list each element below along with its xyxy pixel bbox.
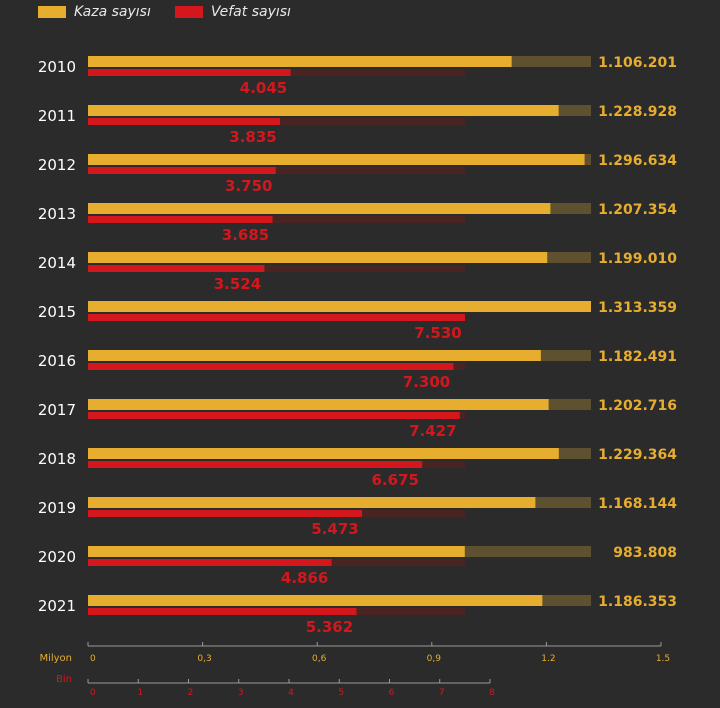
kaza-value-label: 1.186.353 xyxy=(598,594,677,610)
kaza-bar xyxy=(88,154,585,165)
vefat-bar xyxy=(88,461,423,468)
year-label: 2017 xyxy=(38,401,76,419)
vefat-bar xyxy=(88,608,357,615)
year-label: 2011 xyxy=(38,107,76,125)
kaza-bar xyxy=(88,448,559,459)
kaza-value-label: 1.168.144 xyxy=(598,496,677,512)
kaza-value-label: 1.199.010 xyxy=(598,251,677,267)
kaza-bar xyxy=(88,399,549,410)
kaza-bar xyxy=(88,350,541,361)
milyon-axis-label: Milyon xyxy=(39,653,72,664)
vefat-bar xyxy=(88,510,363,517)
vefat-bar xyxy=(88,69,291,76)
kaza-bar xyxy=(88,203,551,214)
vefat-track xyxy=(88,216,465,223)
milyon-tick-label: 1.2 xyxy=(541,654,555,664)
legend-label-vefat: Vefat sayısı xyxy=(210,4,291,20)
legend-swatch-kaza xyxy=(38,6,66,18)
vefat-bar xyxy=(88,167,276,174)
legend-label-kaza: Kaza sayısı xyxy=(74,4,151,20)
kaza-bar xyxy=(88,252,548,263)
year-label: 2014 xyxy=(38,254,76,272)
vefat-value-label: 4.045 xyxy=(240,79,287,97)
vefat-value-label: 3.750 xyxy=(225,177,272,195)
bin-tick-label: 5 xyxy=(338,688,344,698)
bin-tick-label: 1 xyxy=(137,688,143,698)
kaza-value-label: 983.808 xyxy=(613,545,677,561)
milyon-tick-label: 0,6 xyxy=(312,654,327,664)
year-label: 2013 xyxy=(38,205,76,223)
vefat-value-label: 4.866 xyxy=(281,569,328,587)
bin-axis-label: Bin xyxy=(56,674,72,685)
year-label: 2012 xyxy=(38,156,76,174)
year-label: 2015 xyxy=(38,303,76,321)
kaza-bar xyxy=(88,105,559,116)
bin-tick-label: 8 xyxy=(489,688,495,698)
year-label: 2010 xyxy=(38,58,76,76)
kaza-bar xyxy=(88,546,465,557)
bin-tick-label: 3 xyxy=(238,688,244,698)
vefat-value-label: 3.524 xyxy=(214,275,261,293)
vefat-value-label: 7.530 xyxy=(414,324,461,342)
bin-tick-label: 0 xyxy=(90,688,96,698)
year-label: 2019 xyxy=(38,499,76,517)
legend-item-kaza: Kaza sayısı xyxy=(38,4,151,20)
vefat-bar xyxy=(88,118,281,125)
milyon-tick-label: 1.5 xyxy=(656,654,670,664)
kaza-value-label: 1.182.491 xyxy=(598,349,677,365)
vefat-bar xyxy=(88,216,273,223)
vefat-value-label: 7.300 xyxy=(403,373,450,391)
kaza-value-label: 1.228.928 xyxy=(598,104,677,120)
vefat-value-label: 6.675 xyxy=(371,471,418,489)
vefat-bar xyxy=(88,559,332,566)
kaza-value-label: 1.296.634 xyxy=(598,153,677,169)
vefat-value-label: 3.835 xyxy=(229,128,276,146)
kaza-value-label: 1.229.364 xyxy=(598,447,677,463)
kaza-bar xyxy=(88,56,512,67)
year-label: 2018 xyxy=(38,450,76,468)
vefat-value-label: 5.473 xyxy=(311,520,358,538)
kaza-value-label: 1.207.354 xyxy=(598,202,677,218)
year-label: 2020 xyxy=(38,548,76,566)
bin-tick-label: 6 xyxy=(389,688,395,698)
kaza-value-label: 1.106.201 xyxy=(598,55,677,71)
vefat-bar xyxy=(88,363,454,370)
vefat-value-label: 3.685 xyxy=(222,226,269,244)
vefat-bar xyxy=(88,265,265,272)
milyon-tick-label: 0,3 xyxy=(197,654,211,664)
bin-tick-label: 4 xyxy=(288,688,294,698)
vefat-value-label: 5.362 xyxy=(306,618,353,636)
year-label: 2016 xyxy=(38,352,76,370)
kaza-bar xyxy=(88,497,536,508)
vefat-bar xyxy=(88,314,465,321)
kaza-bar xyxy=(88,595,543,606)
vefat-track xyxy=(88,265,465,272)
kaza-value-label: 1.202.716 xyxy=(598,398,677,414)
vefat-track xyxy=(88,167,465,174)
kaza-bar xyxy=(88,301,591,312)
legend-swatch-vefat xyxy=(174,6,203,18)
bin-tick-label: 7 xyxy=(439,688,445,698)
milyon-tick-label: 0 xyxy=(90,654,96,664)
kaza-value-label: 1.313.359 xyxy=(598,300,677,316)
legend-item-vefat: Vefat sayısı xyxy=(174,4,291,20)
legend: Kaza sayısı Vefat sayısı xyxy=(38,4,291,20)
milyon-tick-label: 0,9 xyxy=(427,654,442,664)
vefat-value-label: 7.427 xyxy=(409,422,456,440)
year-label: 2021 xyxy=(38,597,76,615)
vefat-bar xyxy=(88,412,460,419)
bin-tick-label: 2 xyxy=(188,688,194,698)
